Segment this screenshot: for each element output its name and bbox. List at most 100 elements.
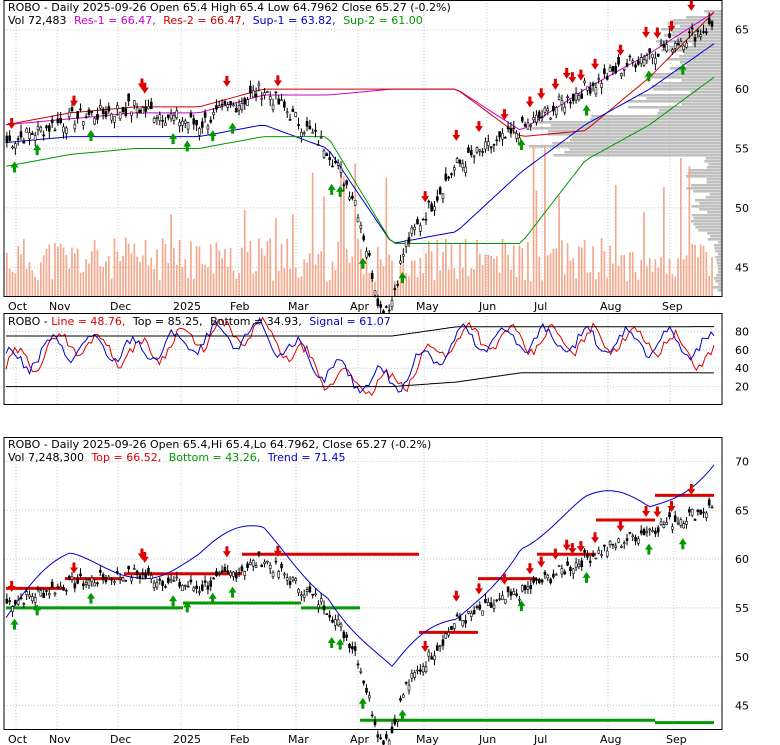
oscillator-signal-line	[5, 316, 715, 394]
month-tick-label: Aug	[600, 300, 621, 313]
candle-body	[532, 117, 535, 121]
volume-profile-bar	[667, 22, 722, 25]
volume-bar	[461, 267, 464, 297]
up-arrow-icon	[228, 122, 237, 134]
volume-bar	[702, 245, 705, 297]
volume-bar	[697, 257, 699, 297]
candle-body	[53, 129, 57, 132]
candle-body	[257, 83, 261, 87]
candle-body	[461, 163, 465, 169]
trend-candle-body	[107, 576, 111, 579]
trend-down-arrow-icon	[687, 483, 696, 495]
month-tick-label: Jul	[533, 300, 547, 313]
candle-body	[189, 112, 193, 118]
volume-bar	[382, 266, 385, 297]
volume-bar	[555, 248, 558, 297]
volume-bar	[88, 263, 90, 297]
top-bottom-levels	[6, 493, 714, 725]
trend-candle-body	[569, 566, 572, 572]
candle-body	[608, 67, 612, 72]
volume-profile-bar	[679, 61, 722, 64]
candle-body	[263, 92, 266, 96]
volume-bar	[93, 240, 96, 297]
candle-body	[220, 103, 224, 106]
trend-candle-body	[659, 521, 663, 526]
candle-body	[62, 126, 65, 133]
volume-bar	[617, 266, 620, 297]
res1-label: Res-1 = 66.47,	[74, 14, 156, 27]
candle-body	[444, 173, 448, 181]
volume-bar	[609, 245, 611, 297]
volume-bar	[442, 252, 444, 297]
trend-candle-body	[164, 586, 167, 588]
trend-candle-body	[614, 545, 618, 548]
candle-body	[283, 101, 286, 108]
volume-profile-bar	[569, 139, 722, 142]
down-arrow-icon	[273, 75, 282, 87]
trend-candle-body	[127, 565, 130, 570]
volume-bar	[595, 279, 597, 297]
trend-candle-body	[645, 531, 649, 533]
trend-candle-body	[19, 597, 23, 599]
trend-candle-body	[512, 591, 516, 595]
trend-candle-body	[288, 581, 292, 585]
trend-candle-body	[656, 527, 660, 533]
volume-bar	[309, 253, 311, 297]
volume-profile-bar	[692, 43, 722, 46]
candle-body	[535, 114, 538, 123]
candle-body	[503, 137, 507, 139]
candle-body	[138, 109, 142, 113]
trend-candle-body	[115, 571, 119, 574]
volume-bar	[459, 242, 461, 297]
volume-bar	[583, 239, 586, 297]
trend-candle-body	[560, 568, 564, 575]
trend-candle-body	[178, 581, 181, 587]
trend-candle-body	[503, 598, 507, 604]
trend-candle-body	[622, 542, 626, 545]
volume-profile-bar	[681, 79, 722, 82]
trend-candle-body	[345, 634, 348, 638]
candle-body	[679, 40, 683, 46]
trend-candle-body	[317, 604, 320, 609]
trend-candle-body	[603, 544, 606, 547]
candle-body	[688, 31, 691, 34]
trend-candle-body	[495, 599, 499, 602]
candle-body	[605, 76, 609, 80]
trend-up-arrow-icon	[10, 618, 19, 630]
trend-candle-body	[203, 580, 207, 583]
volume-bar	[535, 190, 538, 297]
trend-candle-body	[300, 594, 303, 597]
trend-tick-label: 70	[735, 455, 749, 468]
volume-profile-bar	[717, 268, 722, 271]
trend-candle-body	[605, 550, 609, 557]
candle-body	[288, 119, 292, 121]
candle-body	[67, 111, 71, 118]
trend-candle-body	[87, 579, 91, 587]
candle-body	[472, 155, 476, 158]
trend-candle-body	[492, 604, 496, 609]
volume-profile-bar	[691, 214, 722, 217]
volume-profile-bar	[670, 67, 722, 70]
candle-body	[50, 119, 54, 124]
volume-bar	[467, 276, 470, 297]
trend-candle-body	[438, 644, 442, 647]
trend-candle-body	[486, 602, 490, 606]
trend-candle-body	[328, 615, 331, 618]
volume-bar	[388, 254, 391, 297]
trend-candle-body	[637, 538, 640, 544]
volume-bar	[569, 260, 572, 297]
volume-profile-bar	[676, 37, 722, 40]
volume-profile-bar	[644, 76, 722, 79]
candle-body	[543, 107, 547, 113]
trend-candle-body	[654, 530, 657, 534]
volume-profile-bar	[693, 217, 722, 220]
trend-candle-body	[266, 560, 269, 563]
candle-body	[390, 300, 394, 308]
candle-body	[300, 132, 303, 137]
volume-bar	[561, 240, 563, 297]
trend-down-arrow-icon	[537, 556, 546, 568]
trend-candle-body	[158, 579, 162, 581]
month-tick-label: Dec	[110, 300, 131, 313]
trend-candle-body	[76, 578, 79, 584]
